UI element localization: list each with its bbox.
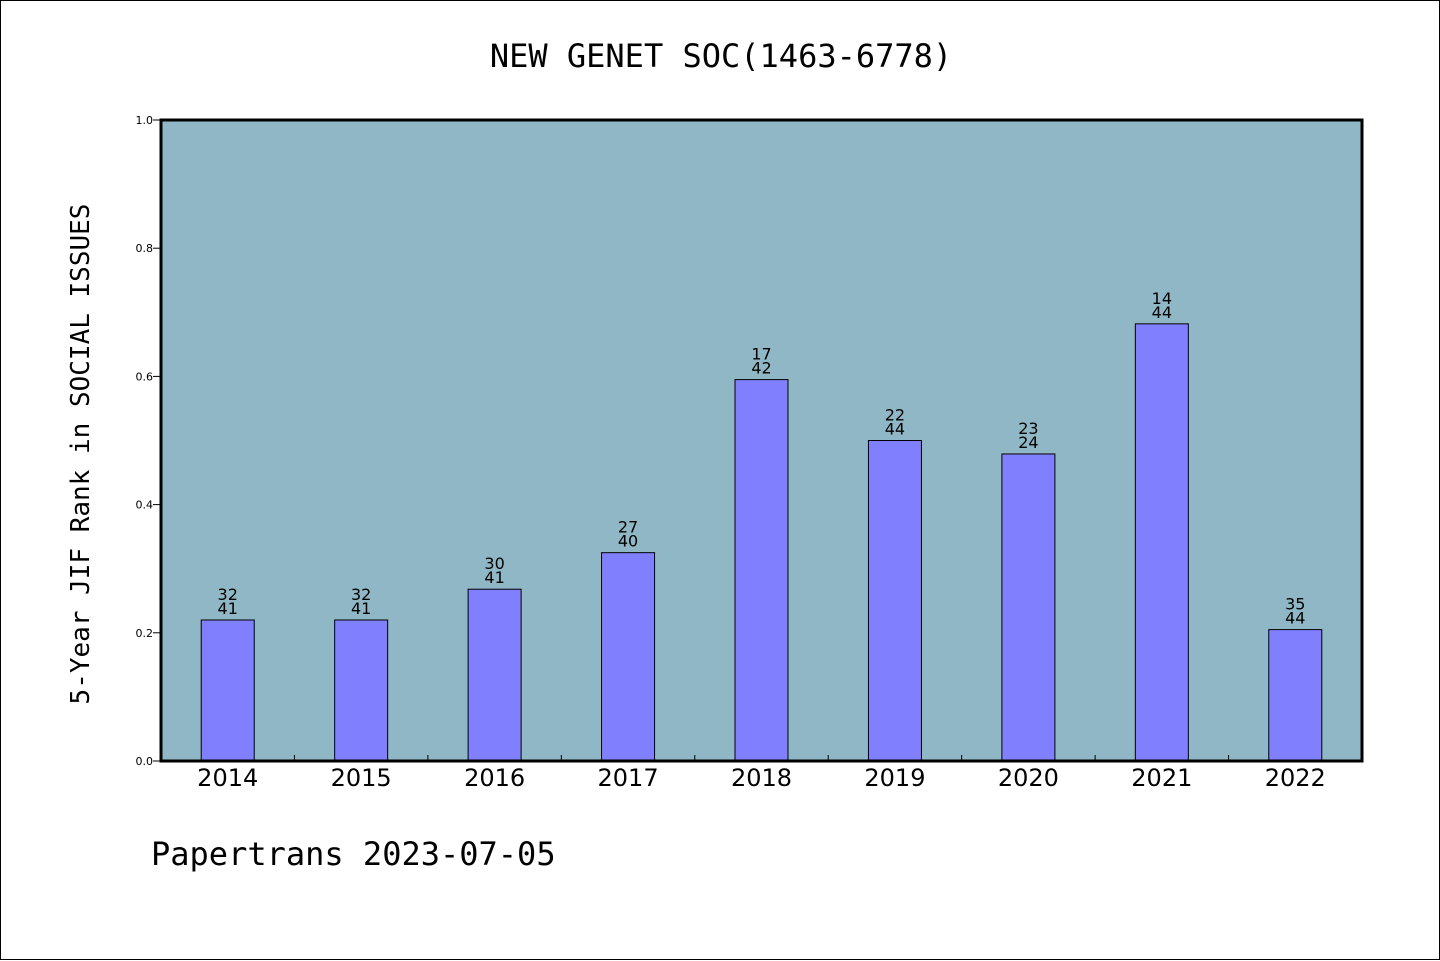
x-tick-label: 2021 xyxy=(1131,764,1192,792)
x-tick-label: 2017 xyxy=(598,764,659,792)
data-label-rank: 30 xyxy=(484,554,504,573)
data-label-total: 44 xyxy=(1152,303,1172,322)
data-label-rank: 32 xyxy=(218,585,238,604)
y-tick-label: 0.6 xyxy=(136,370,154,383)
x-tick-label: 2018 xyxy=(731,764,792,792)
data-label-total: 41 xyxy=(351,599,371,618)
y-axis: 0.0 0.2 0.4 0.6 0.8 1.0 xyxy=(136,114,161,768)
y-tick-label: 1.0 xyxy=(136,114,154,127)
bar xyxy=(1134,323,1189,762)
bar xyxy=(601,552,656,762)
x-tick-label: 2016 xyxy=(464,764,525,792)
bar xyxy=(1001,453,1056,762)
data-label-total: 41 xyxy=(218,599,238,618)
data-label-rank: 22 xyxy=(885,406,905,425)
y-tick-label: 0.4 xyxy=(136,499,154,512)
bar xyxy=(1268,629,1323,762)
data-label-total: 41 xyxy=(484,568,504,587)
y-tick-label: 0.8 xyxy=(136,242,154,255)
data-label-total: 42 xyxy=(751,359,771,378)
data-label-rank: 27 xyxy=(618,518,638,537)
data-label-rank: 14 xyxy=(1152,289,1172,308)
data-label-total: 44 xyxy=(885,420,905,439)
x-tick-label: 2022 xyxy=(1265,764,1326,792)
data-label-rank: 23 xyxy=(1018,419,1038,438)
data-label-total: 24 xyxy=(1018,433,1038,452)
x-tick-label: 2014 xyxy=(197,764,258,792)
data-label-rank: 35 xyxy=(1285,595,1305,614)
x-tick-label: 2020 xyxy=(998,764,1059,792)
x-tick-label: 2019 xyxy=(864,764,925,792)
y-tick-label: 0.2 xyxy=(136,627,154,640)
data-label-rank: 32 xyxy=(351,585,371,604)
bar xyxy=(334,619,389,762)
y-axis-label: 5-Year JIF Rank in SOCIAL ISSUES xyxy=(66,204,96,705)
y-tick-label: 0.0 xyxy=(136,755,154,768)
bar xyxy=(734,379,789,762)
data-label-total: 40 xyxy=(618,532,638,551)
data-label-total: 44 xyxy=(1285,609,1305,628)
bar xyxy=(467,588,522,762)
footer-credit: Papertrans 2023-07-05 xyxy=(151,835,556,873)
bar xyxy=(867,440,922,762)
bar xyxy=(200,619,255,762)
x-axis: 2014 2015 2016 2017 2018 2019 2020 2021 2022 xyxy=(197,755,1326,792)
x-tick-label: 2015 xyxy=(331,764,392,792)
plot-border xyxy=(159,118,1364,763)
chart-title: NEW GENET SOC(1463-6778) xyxy=(490,37,952,75)
data-label-rank: 17 xyxy=(751,345,771,364)
